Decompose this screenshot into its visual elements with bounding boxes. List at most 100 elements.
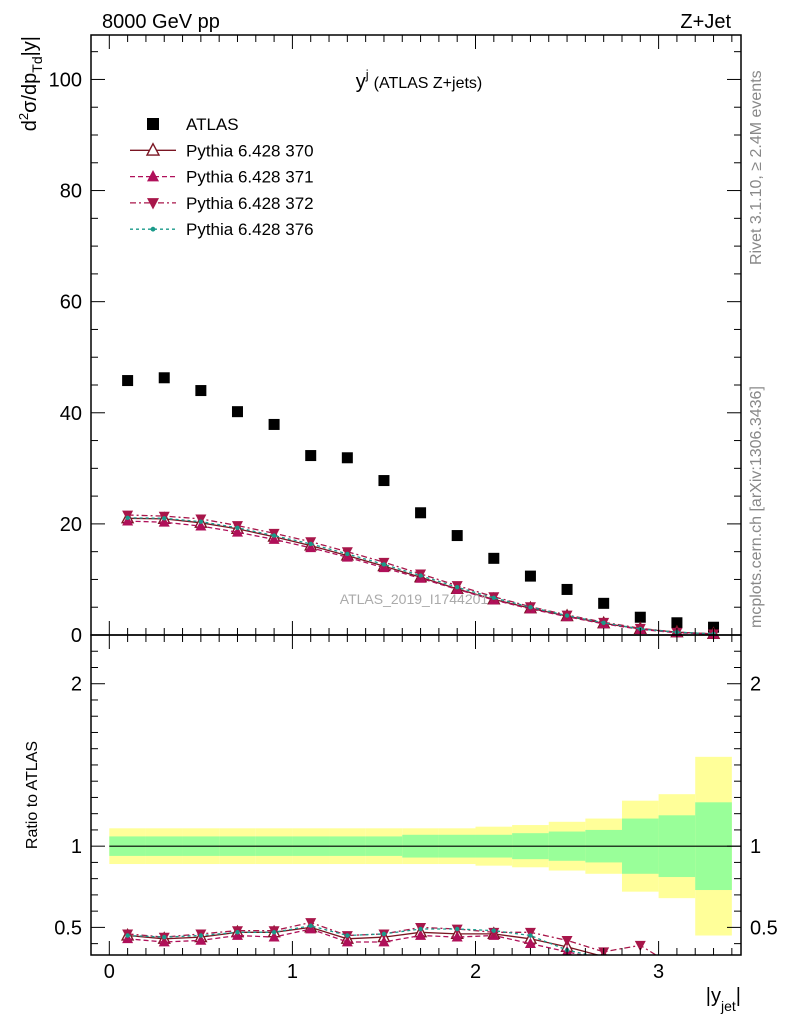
ratio-point-p372 [561, 935, 573, 947]
data-point-p376 [125, 515, 130, 520]
data-point-p376 [235, 525, 240, 530]
ratio-y-tick-label-right: 1 [750, 836, 761, 858]
data-point-atlas [671, 617, 683, 629]
data-point-p376 [418, 573, 423, 578]
main-axes: 0 20 40 60 80 100 [49, 35, 741, 647]
series-p376 [125, 515, 716, 637]
ratio-y-tick-label-left: 0.5 [54, 917, 82, 939]
ratio-marks [109, 756, 741, 977]
ratio-point-p376 [235, 930, 240, 935]
ratio-point-p376 [638, 963, 642, 967]
ratio-y-label: Ratio to ATLAS [24, 741, 41, 849]
analysis-watermark: ATLAS_2019_I1744201 [340, 591, 489, 607]
data-point-atlas [378, 475, 390, 487]
main-title-sup: j [365, 67, 369, 82]
energy-label: 8000 GeV pp [102, 11, 220, 33]
ratio-y-tick-label-right: 2 [750, 674, 761, 696]
ratio-axes: 0.5 0.5 1 1 2 2 0 1 2 3 [54, 635, 778, 983]
ratio-series [120, 918, 682, 977]
data-point-atlas [488, 552, 500, 564]
main-y-label: d2σ/dpTd|y| [16, 36, 45, 131]
mcplots-label: mcplots.cern.ch [arXiv:1306.3436] [748, 386, 765, 628]
main-y-tick-label: 60 [60, 292, 82, 314]
data-point-atlas [561, 583, 573, 595]
data-point-atlas [268, 418, 280, 430]
data-point-atlas [305, 450, 317, 462]
data-point-atlas [524, 570, 536, 582]
data-point-p376 [381, 562, 387, 567]
ratio-point-p376 [675, 972, 679, 976]
data-point-atlas [415, 507, 427, 519]
ratio-point-p372 [488, 927, 500, 939]
ratio-x-tick-label: 3 [653, 961, 664, 983]
legend-marker-p370 [145, 142, 161, 156]
ratio-point-p372 [671, 964, 682, 974]
data-point-atlas [158, 372, 170, 384]
ratio-point-p376 [381, 931, 387, 937]
data-point-p376 [454, 585, 460, 590]
rivet-version-label: Rivet 3.1.10, ≥ 2.4M events [748, 70, 765, 265]
ratio-point-p370 [671, 967, 682, 977]
legend-label-p371: Pythia 6.428 371 [186, 168, 314, 187]
legend-label-p370: Pythia 6.428 370 [186, 141, 314, 160]
main-title: yj (ATLAS Z+jets) [356, 67, 483, 93]
data-point-p376 [308, 541, 313, 547]
legend-label-atlas: ATLAS [186, 115, 239, 134]
legend: ATLAS Pythia 6.428 370 Pythia 6.428 371 Pyt… [130, 115, 314, 239]
data-point-atlas [195, 385, 207, 397]
ratio-point-p370 [635, 957, 646, 967]
legend-item-p372: Pythia 6.428 372 [130, 194, 314, 213]
data-point-atlas [341, 452, 353, 464]
ratio-point-p371 [524, 937, 536, 949]
ratio-y-tick-label-right: 0.5 [750, 917, 778, 939]
ratio-point-p376 [528, 933, 533, 938]
data-point-p376 [162, 516, 167, 521]
ratio-frame [90, 634, 742, 956]
legend-marker-p371 [147, 170, 159, 182]
data-point-p376 [528, 605, 533, 610]
ratio-point-p372 [305, 918, 317, 929]
ratio-point-p376 [198, 933, 204, 938]
legend-label-p372: Pythia 6.428 372 [186, 194, 314, 213]
ratio-x-tick-label: 1 [287, 961, 298, 983]
legend-marker-p376 [150, 226, 156, 232]
data-point-p376 [564, 613, 570, 618]
main-y-tick-label: 20 [60, 514, 82, 536]
ratio-panel: 0.5 0.5 1 1 2 2 0 1 2 3 Ratio to ATLAS |yjet| [24, 634, 778, 1014]
ratio-point-p376 [125, 933, 130, 938]
ratio-point-p376 [418, 926, 423, 932]
ratio-point-p371 [378, 935, 390, 947]
data-point-p376 [345, 551, 350, 557]
ratio-point-p376 [308, 923, 313, 928]
ratio-point-p372 [524, 927, 536, 939]
legend-item-atlas: ATLAS [147, 115, 239, 134]
legend-label-p376: Pythia 6.428 376 [186, 220, 314, 239]
data-point-p376 [491, 595, 497, 600]
ratio-point-p376 [162, 934, 167, 940]
process-label: Z+Jet [680, 11, 731, 33]
ratio-y-tick-label-left: 1 [71, 836, 82, 858]
legend-item-p376: Pythia 6.428 376 [130, 220, 314, 239]
main-title-rest: (ATLAS Z+jets) [374, 75, 483, 92]
main-y-tick-label: 80 [60, 181, 82, 203]
main-y-tick-label: 100 [49, 69, 82, 91]
main-panel: 0 20 40 60 80 100 yj (ATLAS Z+jets) d2σ/dpTd|y… [16, 34, 742, 647]
data-point-p376 [601, 620, 606, 625]
ratio-point-p376 [491, 928, 497, 933]
data-point-atlas [231, 406, 243, 418]
legend-marker-p372 [147, 198, 159, 210]
uncertainty-bands [109, 756, 732, 936]
series-line-p372 [127, 514, 714, 635]
legend-marker-atlas [147, 118, 159, 130]
ratio-point-p376 [454, 926, 460, 932]
data-point-p376 [198, 519, 204, 524]
data-point-p376 [271, 533, 277, 538]
ratio-x-tick-label: 0 [104, 961, 115, 983]
main-y-tick-label: 40 [60, 403, 82, 425]
ratio-point-p376 [345, 933, 350, 938]
ratio-point-p371 [451, 931, 463, 942]
ratio-point-p371 [415, 929, 427, 940]
data-point-atlas [598, 597, 610, 609]
ratio-point-p371 [635, 960, 646, 970]
